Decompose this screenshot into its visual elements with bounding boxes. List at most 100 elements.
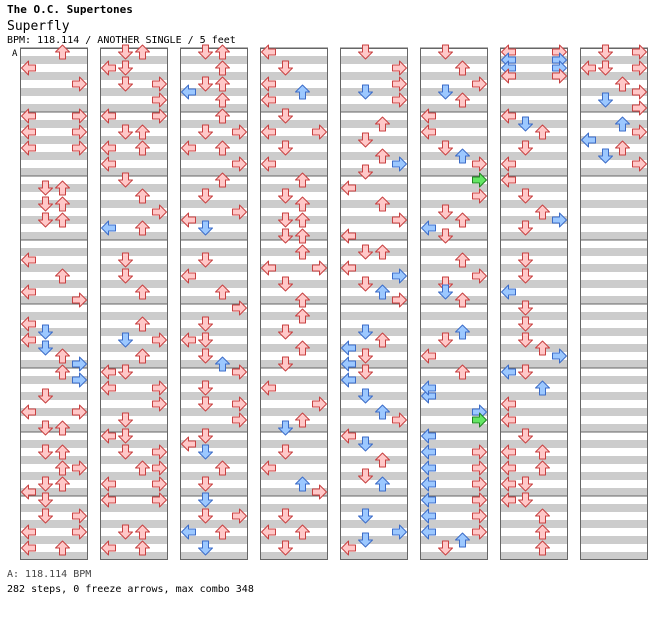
beat-band: [500, 360, 568, 368]
beat-band: [20, 328, 88, 336]
beat-band: [340, 296, 408, 304]
down-arrow-icon: [278, 356, 293, 372]
beat-band: [100, 280, 168, 288]
left-arrow-icon: [101, 428, 116, 444]
left-arrow-icon: [101, 220, 116, 236]
beat-band: [260, 152, 328, 160]
left-arrow-icon: [21, 332, 36, 348]
beat-band: [260, 232, 328, 240]
beat-band: [260, 472, 328, 480]
up-arrow-icon: [55, 540, 70, 556]
right-arrow-icon: [472, 156, 487, 172]
down-arrow-icon: [278, 540, 293, 556]
down-arrow-icon: [198, 220, 213, 236]
chart-column-4: [260, 47, 328, 560]
down-arrow-icon: [38, 444, 53, 460]
up-arrow-icon: [455, 148, 470, 164]
beat-band: [20, 88, 88, 96]
right-arrow-icon: [552, 68, 567, 84]
left-arrow-icon: [181, 212, 196, 228]
up-arrow-icon: [215, 460, 230, 476]
beat-band: [20, 488, 88, 496]
down-arrow-icon: [198, 348, 213, 364]
right-arrow-icon: [152, 476, 167, 492]
beat-band: [100, 536, 168, 544]
beat-band: [340, 504, 408, 512]
down-arrow-icon: [358, 508, 373, 524]
chart-column-3: [180, 47, 248, 560]
beat-band: [420, 104, 488, 112]
left-arrow-icon: [421, 428, 436, 444]
beat-band: [100, 376, 168, 384]
down-arrow-icon: [358, 244, 373, 260]
right-arrow-icon: [72, 356, 87, 372]
right-arrow-icon: [472, 412, 487, 428]
beat-band: [500, 248, 568, 256]
right-arrow-icon: [232, 300, 247, 316]
beat-band: [580, 88, 648, 96]
beat-band: [340, 456, 408, 464]
down-arrow-icon: [358, 468, 373, 484]
beat-band: [340, 328, 408, 336]
beat-band: [260, 56, 328, 64]
beat-band: [20, 280, 88, 288]
left-arrow-icon: [261, 260, 276, 276]
right-arrow-icon: [232, 364, 247, 380]
left-arrow-icon: [181, 332, 196, 348]
chart-columns: [20, 47, 648, 560]
up-arrow-icon: [535, 124, 550, 140]
up-arrow-icon: [535, 524, 550, 540]
down-arrow-icon: [198, 44, 213, 60]
right-arrow-icon: [72, 404, 87, 420]
up-arrow-icon: [135, 348, 150, 364]
beat-band: [580, 152, 648, 160]
down-arrow-icon: [438, 540, 453, 556]
down-arrow-icon: [518, 476, 533, 492]
right-arrow-icon: [472, 172, 487, 188]
right-arrow-icon: [392, 292, 407, 308]
left-arrow-icon: [21, 404, 36, 420]
left-arrow-icon: [261, 92, 276, 108]
beat-band: [20, 312, 88, 320]
beat-band: [20, 552, 88, 560]
beat-band: [420, 440, 488, 448]
beat-band: [180, 104, 248, 112]
left-arrow-icon: [421, 508, 436, 524]
left-arrow-icon: [21, 524, 36, 540]
down-arrow-icon: [278, 276, 293, 292]
up-arrow-icon: [375, 476, 390, 492]
right-arrow-icon: [312, 484, 327, 500]
beat-band: [420, 552, 488, 560]
beat-band: [260, 328, 328, 336]
down-arrow-icon: [438, 44, 453, 60]
right-arrow-icon: [472, 508, 487, 524]
down-arrow-icon: [118, 172, 133, 188]
left-arrow-icon: [261, 156, 276, 172]
beat-band: [420, 264, 488, 272]
beat-band: [260, 408, 328, 416]
beat-band: [260, 392, 328, 400]
down-arrow-icon: [438, 140, 453, 156]
beat-band: [180, 200, 248, 208]
beat-band: [180, 456, 248, 464]
beat-band: [580, 488, 648, 496]
down-arrow-icon: [198, 316, 213, 332]
beat-band: [100, 472, 168, 480]
down-arrow-icon: [358, 164, 373, 180]
right-arrow-icon: [472, 76, 487, 92]
beat-band: [580, 264, 648, 272]
down-arrow-icon: [278, 228, 293, 244]
beat-band: [100, 264, 168, 272]
down-arrow-icon: [358, 84, 373, 100]
up-arrow-icon: [375, 404, 390, 420]
up-arrow-icon: [135, 44, 150, 60]
beat-band: [20, 392, 88, 400]
down-arrow-icon: [358, 132, 373, 148]
down-arrow-icon: [118, 364, 133, 380]
right-arrow-icon: [312, 260, 327, 276]
right-arrow-icon: [72, 460, 87, 476]
down-arrow-icon: [438, 284, 453, 300]
right-arrow-icon: [472, 524, 487, 540]
left-arrow-icon: [501, 108, 516, 124]
